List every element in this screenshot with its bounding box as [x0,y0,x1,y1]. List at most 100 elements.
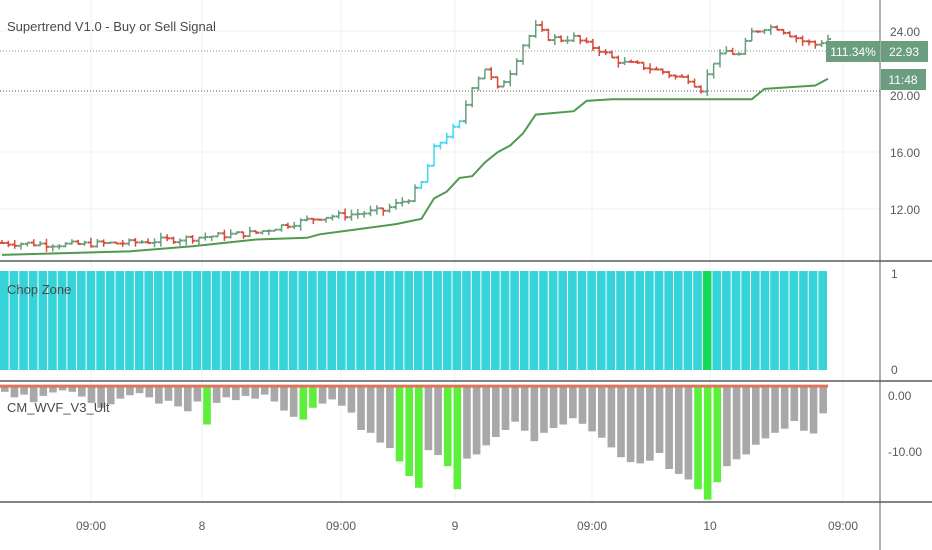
wvf-bar [318,386,327,404]
time-label: 09:00 [76,519,106,533]
last-price-tag: 22.93 [881,41,928,62]
chop-bar [259,271,269,370]
chop-bar [491,271,500,370]
chop-bar [731,271,741,370]
wvf-bar [155,386,163,404]
price-tick-label: 24.00 [890,25,920,39]
wvf-axis-label: -10.00 [888,445,922,459]
last-price-label: 22.93 [889,45,919,59]
wvf-bar [164,386,173,401]
chop-bar [645,271,654,370]
chop-bar [779,271,789,370]
date-label: 9 [452,519,459,533]
change-percent-label: 111.34% [830,45,876,59]
change-percent-tag: 111.34% [826,41,880,62]
wvf-bar [482,386,491,446]
wvf-bar [771,386,779,433]
wvf-bar [723,386,731,467]
chop-bar [211,271,221,370]
wvf-bar-spike [309,386,317,408]
wvf-bar-spike [713,386,722,483]
wvf-bar [183,386,192,412]
chop-bar [442,271,452,370]
chop-bar [414,271,423,370]
chop-bar [173,271,182,370]
chop-bar [77,271,86,370]
time-axis[interactable]: 09:00 8 09:00 9 09:00 10 09:00 [76,519,858,533]
chop-bar [375,271,385,370]
chop-bar [519,271,529,370]
wvf-bar [463,386,471,459]
wvf-bar [68,386,77,392]
wvf-bar [376,386,385,443]
chop-bar [510,271,519,370]
chop-bar [365,271,375,370]
time-label: 09:00 [326,519,356,533]
chop-bar [336,271,346,370]
chop-bar [423,271,433,370]
wvf-bar [559,386,568,425]
wvf-bar [520,386,529,431]
wvf-bar [212,386,221,403]
countdown-tag-bg [881,69,926,90]
chop-bar [683,271,693,370]
chop-bar [356,271,365,370]
chop-bar [606,271,616,370]
wvf-bar [386,386,394,449]
chop-bar [654,271,664,370]
wvf-bar [270,386,279,402]
chop-bar [568,271,577,370]
chop-zone-pane[interactable] [0,271,827,370]
wvf-bar [251,386,259,399]
candles-group [0,20,831,252]
chop-bar [9,271,19,370]
wvf-bar [135,386,144,394]
chop-bar [308,271,317,370]
change-percent-tag-bg [826,41,880,62]
chop-bar [38,271,48,370]
wvf-bar [492,386,500,437]
wvf-bar [732,386,741,460]
wvf-bar [597,386,606,438]
wvf-bar [511,386,519,422]
wvf-bar [39,386,48,396]
chop-bars-group [0,271,827,370]
chop-bar [317,271,327,370]
chop-bar [192,271,202,370]
wvf-bar [106,386,115,405]
supertrend-line [1,77,829,256]
wvf-bar [742,386,750,455]
wvf-bar-spike [405,386,413,476]
price-tick-label: 20.00 [890,89,920,103]
wvf-bar [626,386,635,463]
chop-bar [500,271,510,370]
wvf-bar [126,386,134,396]
wvf-pane[interactable] [0,384,828,500]
wvf-bar [260,386,269,395]
chop-axis-label: 0 [891,363,898,377]
chop-bar [529,271,539,370]
wvf-bar [684,386,693,480]
chop-bar [587,271,596,370]
chop-bar [673,271,683,370]
wvf-bar [578,386,587,424]
wvf-bar-spike [415,386,423,488]
wvf-bar [328,386,336,400]
wvf-bar [357,386,365,430]
chop-bar [279,271,288,370]
wvf-bar [280,386,288,411]
wvf-axis-label: 0.00 [888,389,912,403]
wvf-bar [761,386,770,439]
chop-bar [202,271,211,370]
wvf-bar [97,386,105,408]
chop-zone-title: Chop Zone [7,282,71,297]
wvf-bar [10,386,19,398]
wvf-bar [636,386,645,464]
chop-bar [616,271,625,370]
chop-bar [808,271,818,370]
price-axis[interactable]: 24.00 20.00 16.00 12.00 [890,25,920,217]
price-pane[interactable] [0,20,880,256]
chop-bar [163,271,173,370]
wvf-bar [790,386,799,421]
